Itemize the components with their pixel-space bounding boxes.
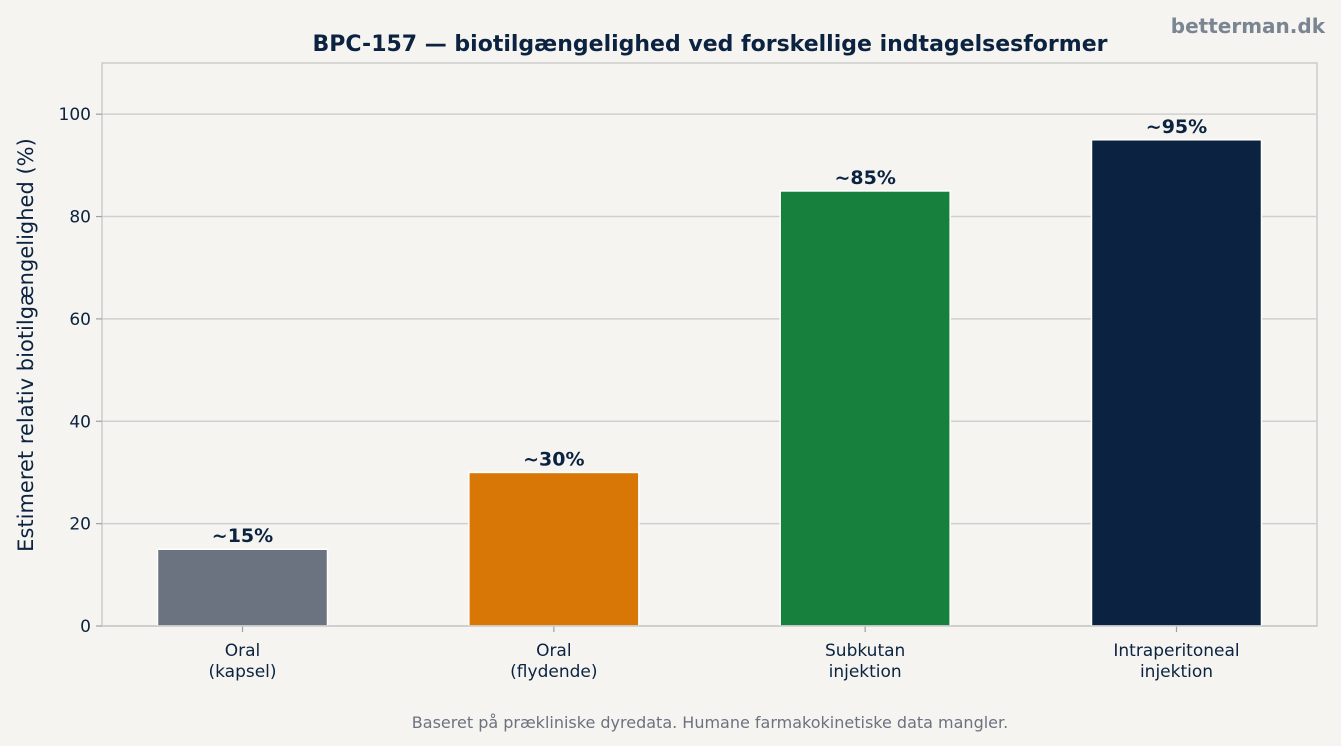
- x-tick-label-line: injektion: [829, 662, 902, 682]
- data-label: ~30%: [523, 448, 584, 470]
- y-tick-label: 20: [69, 515, 91, 535]
- bar: [468, 471, 640, 627]
- x-tick-label: Oral (kapsel): [208, 641, 276, 682]
- x-tick-label-line: Oral: [225, 641, 261, 661]
- y-tick-label: 0: [80, 617, 91, 637]
- x-tick-label-line: (flydende): [510, 662, 597, 682]
- y-tick-label: 60: [69, 310, 91, 330]
- footnote: Baseret på prækliniske dyredata. Humane …: [412, 713, 1008, 732]
- x-tick-label-line: injektion: [1140, 662, 1213, 682]
- x-axis-ticks: Oral (kapsel)Oral (flydende)Subkutan injekt…: [102, 625, 1317, 682]
- x-tick-label: Oral (flydende): [510, 641, 597, 682]
- bars: [156, 139, 1263, 627]
- data-labels: ~15% ~30% ~85% ~95%: [212, 116, 1207, 547]
- data-label: ~95%: [1146, 116, 1207, 138]
- x-tick-label-line: (kapsel): [208, 662, 276, 682]
- chart-title: BPC-157 — biotilgængelighed ved forskell…: [313, 32, 1108, 57]
- data-label: ~85%: [834, 167, 895, 189]
- y-axis-label: Estimeret relativ biotilgængelighed (%): [14, 138, 38, 552]
- y-tick-label: 80: [69, 208, 91, 228]
- x-tick-label-line: Intraperitoneal: [1113, 641, 1239, 661]
- bar: [1090, 139, 1263, 627]
- y-tick-label: 100: [59, 105, 91, 125]
- watermark: betterman.dk: [1171, 14, 1326, 38]
- data-label: ~15%: [212, 525, 273, 547]
- x-tick-label-line: Subkutan: [825, 641, 905, 661]
- x-tick-label-line: Oral: [536, 641, 572, 661]
- bar: [779, 190, 951, 627]
- x-tick-label: Subkutan injektion: [825, 641, 905, 682]
- x-tick-label: Intraperitoneal injektion: [1113, 641, 1239, 682]
- bar: [156, 548, 329, 627]
- y-axis-ticks: 0 20 40 60 80 100: [59, 105, 102, 637]
- y-tick-label: 40: [69, 412, 91, 432]
